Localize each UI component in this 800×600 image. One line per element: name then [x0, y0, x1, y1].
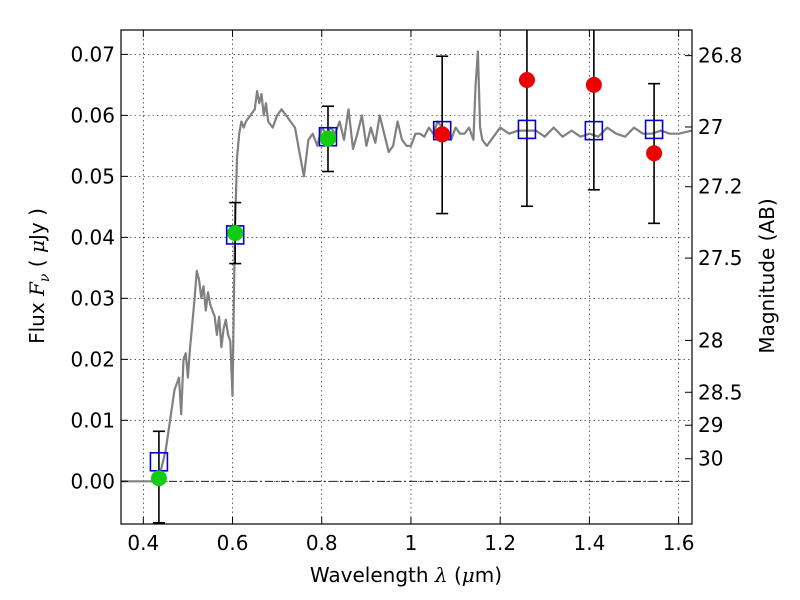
marginal-detection-point: [646, 145, 663, 162]
model-band-square: [584, 120, 604, 141]
x-tick-label: 1.2: [484, 531, 516, 555]
y-tick-label: 0.05: [70, 164, 115, 188]
model-spectrum-line: [121, 50, 693, 483]
y-tick-label: 0.07: [70, 42, 115, 66]
y-axis-title: Flux Fν ( μJy ): [25, 208, 53, 344]
magnitude-tick-label: 28: [698, 328, 723, 352]
right-axis-title: Magnitude (AB): [755, 198, 779, 353]
y-tick-label: 0.01: [70, 408, 115, 432]
y-tick-label: 0.04: [70, 225, 115, 249]
magnitude-tick-label: 27.5: [698, 246, 743, 270]
grid-lines: [121, 30, 692, 524]
detection-point: [319, 130, 336, 147]
magnitude-tick-label: 26.8: [698, 44, 743, 68]
plot-frame: [120, 29, 693, 525]
magnitude-tick-label: 27.2: [698, 175, 743, 199]
y-tick-label: 0.02: [70, 347, 115, 371]
x-axis-title: Wavelength λ (μm): [310, 563, 502, 587]
x-tick-label: 0.8: [306, 531, 338, 555]
model-spectrum: [121, 50, 693, 483]
y-tick-labels: 0.00 0.01 0.02 0.03 0.04 0.05 0.06 0.07: [70, 42, 115, 493]
magnitude-tick-label: 27: [698, 115, 723, 139]
x-tick-label: 0.4: [127, 531, 159, 555]
y-tick-label: 0.06: [70, 103, 115, 127]
model-band-square: [517, 119, 537, 140]
magnitude-tick-labels: 26.8 27 27.2 27.5 28 28.5 29 30: [698, 44, 743, 471]
x-tick-label: 0.6: [217, 531, 249, 555]
model-band-square: [644, 119, 664, 140]
tick-marks: [121, 30, 692, 524]
magnitude-tick-label: 30: [698, 447, 723, 471]
magnitude-tick-label: 28.5: [698, 380, 743, 404]
x-tick-label: 1.4: [573, 531, 605, 555]
detection-point: [227, 225, 244, 242]
x-tick-label: 1.6: [663, 531, 695, 555]
data-markers: [149, 72, 664, 487]
x-tick-label: 1: [405, 531, 418, 555]
marginal-detection-point: [434, 126, 451, 143]
marginal-detection-point: [585, 76, 602, 93]
marginal-detection-point: [518, 72, 535, 89]
y-tick-label: 0.00: [70, 469, 115, 493]
magnitude-tick-label: 29: [698, 413, 723, 437]
x-tick-labels: 0.4 0.6 0.8 1 1.2 1.4 1.6: [127, 531, 694, 555]
y-tick-label: 0.03: [70, 286, 115, 310]
detection-point: [150, 470, 167, 487]
